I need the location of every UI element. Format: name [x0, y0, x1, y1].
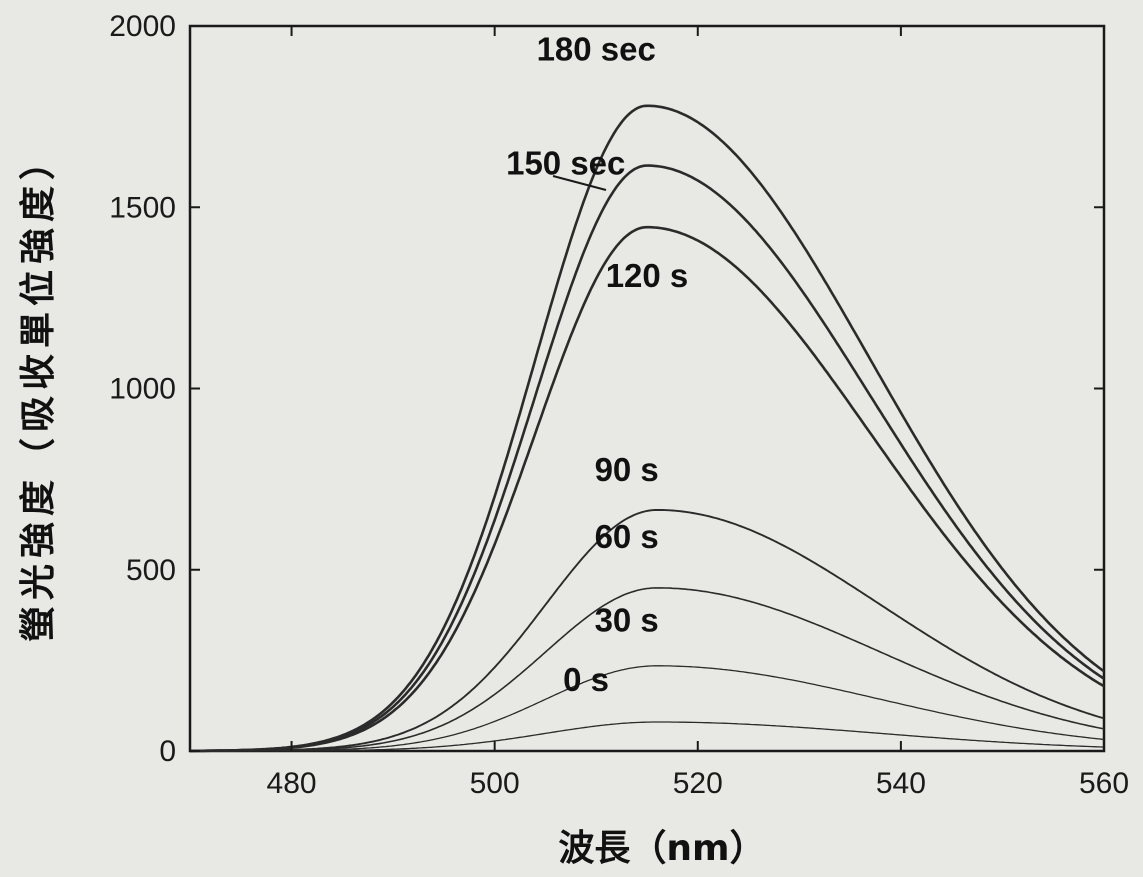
x-axis-title: 波長（nm）	[558, 828, 765, 869]
series-line	[190, 225, 1105, 753]
y-axis-title: 螢光強度（吸收單位強度）	[18, 138, 59, 642]
series-line	[190, 721, 1105, 752]
x-tick-label: 520	[673, 767, 723, 800]
series-label: 180 sec	[537, 30, 656, 67]
series-label: 120 s	[606, 257, 689, 294]
x-tick-label: 480	[267, 767, 317, 800]
tick-layer: 480 500 520 540 560 0 500 1000 1500 2000	[109, 10, 1129, 800]
series-line	[190, 665, 1105, 752]
x-tick-label: 560	[1079, 767, 1129, 800]
series-label: 30 s	[595, 601, 659, 638]
series-label: 60 s	[595, 518, 659, 555]
series-label-layer: 0 s 30 s 60 s 90 s 120 s 150 sec 180 sec	[506, 30, 688, 698]
series-layer	[189, 104, 1105, 753]
y-tick-label: 500	[126, 554, 176, 587]
y-tick-label: 1000	[109, 373, 176, 406]
series-label: 150 sec	[506, 145, 625, 182]
series-label: 90 s	[595, 451, 659, 488]
x-tick-label: 500	[470, 767, 520, 800]
series-label: 0 s	[563, 661, 609, 698]
y-tick-label: 2000	[109, 10, 176, 43]
plot-frame	[188, 24, 1106, 753]
series-line	[190, 587, 1105, 752]
label-leader-line	[552, 175, 607, 191]
series-line	[189, 104, 1105, 753]
y-tick-label: 0	[159, 735, 176, 768]
series-line	[190, 508, 1105, 752]
x-tick-label: 540	[876, 767, 926, 800]
y-tick-label: 1500	[109, 191, 176, 224]
series-line	[190, 164, 1105, 753]
